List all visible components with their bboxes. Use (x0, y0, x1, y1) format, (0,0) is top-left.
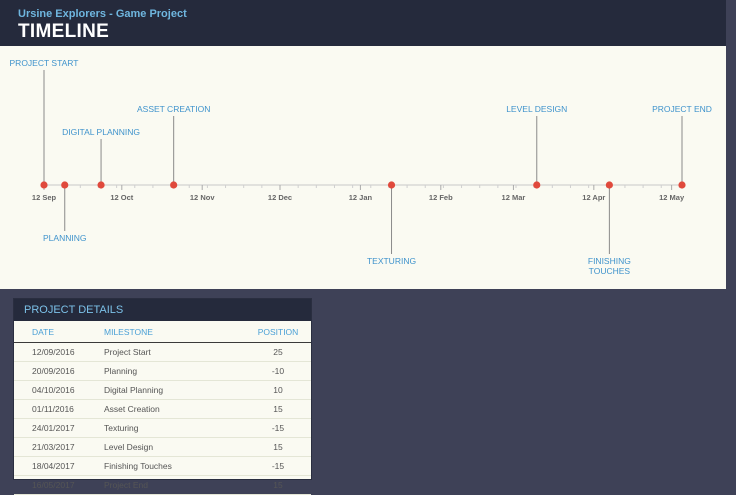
cell-position: -15 (245, 418, 311, 438)
milestone-marker (605, 181, 613, 189)
table-row: 04/10/2016 Digital Planning 10 (14, 380, 311, 400)
axis-tick-label: 12 May (659, 193, 685, 202)
milestone-label: LEVEL DESIGN (506, 104, 567, 114)
table-row: 12/09/2016 Project Start 25 (14, 342, 311, 362)
milestone-marker (40, 181, 48, 189)
cell-date: 21/03/2017 (14, 437, 104, 457)
cell-position: -15 (245, 456, 311, 476)
axis-tick-label: 12 Sep (32, 193, 57, 202)
milestone-label: DIGITAL PLANNING (62, 127, 140, 137)
cell-milestone: Digital Planning (104, 380, 245, 400)
project-subtitle: Ursine Explorers - Game Project (18, 8, 187, 20)
column-header-milestone: MILESTONE (104, 321, 245, 343)
cell-date: 04/10/2016 (14, 380, 104, 400)
cell-milestone: Project Start (104, 342, 245, 362)
table-row: 24/01/2017 Texturing -15 (14, 418, 311, 438)
milestone-marker (61, 181, 69, 189)
milestone-label: TEXTURING (367, 256, 416, 266)
milestone-marker (533, 181, 541, 189)
table-row: 20/09/2016 Planning -10 (14, 361, 311, 381)
milestone-label: PROJECT START (10, 58, 79, 68)
milestone-label: TOUCHES (589, 266, 631, 276)
project-details-heading: PROJECT DETAILS (14, 299, 311, 321)
milestone-label: ASSET CREATION (137, 104, 210, 114)
cell-milestone: Planning (104, 361, 245, 381)
milestone-marker (387, 181, 396, 189)
cell-milestone: Texturing (104, 418, 245, 438)
cell-position: 15 (245, 399, 311, 419)
table-header-row: DATE MILESTONE POSITION (14, 321, 311, 343)
cell-milestone: Finishing Touches (104, 456, 245, 476)
timeline-chart: 12 Sep 12 Oct 12 Nov 12 Dec 12 Jan 12 Feb 12 M… (0, 46, 726, 289)
milestone-marker (170, 181, 178, 189)
project-details-panel: PROJECT DETAILS DATE MILESTONE POSITION … (14, 299, 311, 495)
cell-position: 15 (245, 437, 311, 457)
timeline-svg: 12 Sep 12 Oct 12 Nov 12 Dec 12 Jan 12 Feb 12 M… (10, 58, 712, 276)
cell-milestone: Asset Creation (104, 399, 245, 419)
cell-date: 20/09/2016 (14, 361, 104, 381)
table-row: 21/03/2017 Level Design 15 (14, 437, 311, 457)
cell-date: 12/09/2016 (14, 342, 104, 362)
milestone-marker (678, 181, 686, 189)
cell-date: 18/04/2017 (14, 456, 104, 476)
axis-tick-label: 12 Apr (582, 193, 605, 202)
cell-milestone: Project End (104, 475, 245, 495)
table-row: 01/11/2016 Asset Creation 15 (14, 399, 311, 419)
axis-tick-label: 12 Mar (502, 193, 526, 202)
milestone-label: PLANNING (43, 233, 86, 243)
table-row: 16/05/2017 Project End 15 (14, 475, 311, 495)
axis-tick-label: 12 Nov (190, 193, 215, 202)
page-title: TIMELINE (18, 21, 110, 42)
project-details-table: DATE MILESTONE POSITION 12/09/2016 Proje… (14, 321, 311, 495)
cell-date: 01/11/2016 (14, 399, 104, 419)
column-header-position: POSITION (245, 321, 311, 343)
table-row: 18/04/2017 Finishing Touches -15 (14, 456, 311, 476)
milestone-label: FINISHING (588, 256, 631, 266)
cell-position: 25 (245, 342, 311, 362)
header-bar: Ursine Explorers - Game Project TIMELINE (0, 0, 726, 46)
column-header-date: DATE (14, 321, 104, 343)
axis-tick-label: 12 Dec (268, 193, 292, 202)
cell-position: 15 (245, 475, 311, 495)
cell-position: -10 (245, 361, 311, 381)
axis-tick-label: 12 Jan (349, 193, 373, 202)
cell-milestone: Level Design (104, 437, 245, 457)
milestone-marker (97, 181, 105, 189)
cell-position: 10 (245, 380, 311, 400)
axis-tick-label: 12 Oct (110, 193, 133, 202)
axis-tick-label: 12 Feb (429, 193, 453, 202)
cell-date: 16/05/2017 (14, 475, 104, 495)
cell-date: 24/01/2017 (14, 418, 104, 438)
milestone-label: PROJECT END (652, 104, 712, 114)
